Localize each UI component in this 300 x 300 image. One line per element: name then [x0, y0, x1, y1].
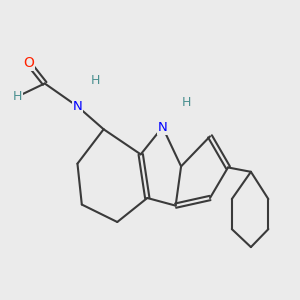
- Text: O: O: [23, 56, 34, 70]
- Text: N: N: [73, 100, 82, 113]
- Text: H: H: [13, 90, 22, 103]
- Text: H: H: [182, 95, 191, 109]
- Text: N: N: [158, 121, 167, 134]
- Text: H: H: [91, 74, 100, 87]
